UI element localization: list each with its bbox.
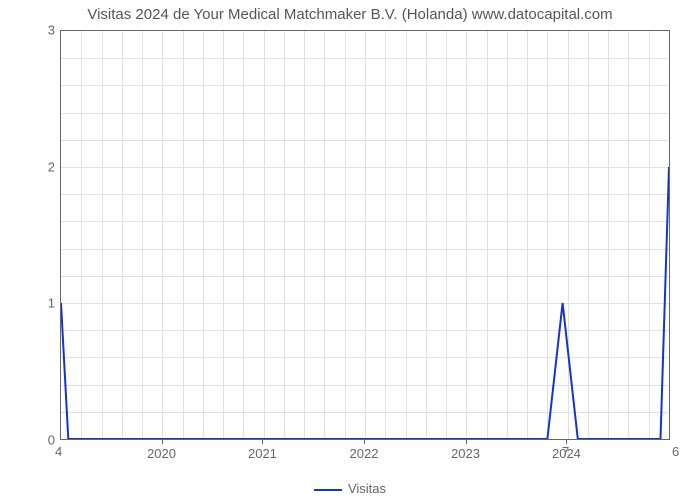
xtick-label: 2020 — [147, 446, 176, 461]
corner-bottom-left: 4 — [55, 444, 62, 459]
ytick-2: 2 — [35, 160, 55, 175]
xtick-label: 2023 — [451, 446, 480, 461]
xtick-label: 2021 — [248, 446, 277, 461]
ytick-3: 3 — [35, 23, 55, 38]
legend-label: Visitas — [348, 481, 386, 496]
chart-title: Visitas 2024 de Your Medical Matchmaker … — [0, 0, 700, 29]
xtick-label: 2022 — [350, 446, 379, 461]
corner-bottom-right: 6 — [672, 444, 679, 459]
xtick-mark — [566, 439, 567, 444]
ytick-1: 1 — [35, 296, 55, 311]
xtick-label: 2024 — [552, 446, 581, 461]
legend-swatch — [314, 489, 342, 491]
plot-svg — [61, 31, 669, 439]
legend: Visitas — [0, 481, 700, 496]
xtick-mark — [466, 439, 467, 444]
plot-area — [60, 30, 670, 440]
xtick-mark — [162, 439, 163, 444]
chart-container: Visitas 2024 de Your Medical Matchmaker … — [0, 0, 700, 500]
data-line — [61, 167, 669, 439]
xtick-mark — [262, 439, 263, 444]
xtick-mark — [364, 439, 365, 444]
ytick-0: 0 — [35, 433, 55, 448]
